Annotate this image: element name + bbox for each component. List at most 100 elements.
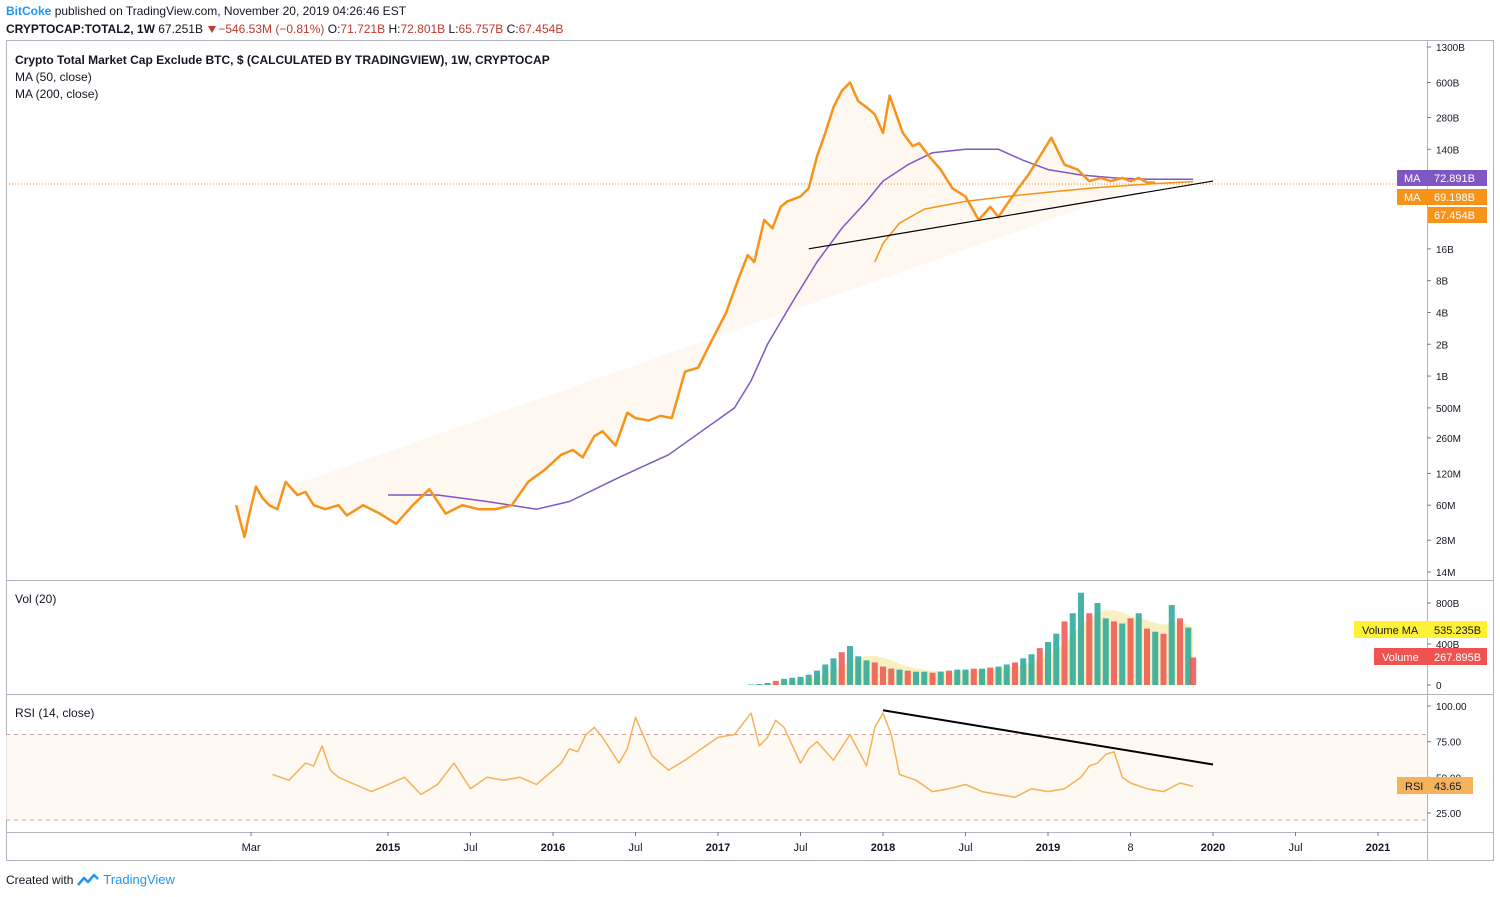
volume-bar bbox=[1095, 603, 1101, 685]
volume-bar bbox=[954, 670, 960, 685]
volume-bar bbox=[930, 673, 936, 685]
volume-bar bbox=[1086, 613, 1092, 685]
footer: Created with TradingView bbox=[6, 872, 175, 887]
volume-bar bbox=[1111, 621, 1117, 685]
volume-bar bbox=[814, 671, 820, 685]
price-axis-tick-label: 14M bbox=[1436, 568, 1455, 579]
time-axis-tick-label: 2019 bbox=[1036, 842, 1060, 854]
volume-bar bbox=[847, 646, 853, 685]
volume-bar bbox=[1144, 629, 1150, 685]
volume-bar bbox=[1053, 634, 1059, 685]
volume-bar bbox=[946, 671, 952, 685]
rsi-value-label: RSI bbox=[1405, 781, 1423, 793]
volume-bar bbox=[756, 684, 762, 685]
volume-bar bbox=[1078, 593, 1084, 685]
ma50-legend: MA (50, close) bbox=[15, 70, 92, 84]
volume-bar bbox=[1177, 618, 1183, 685]
ma200-legend: MA (200, close) bbox=[15, 87, 98, 101]
created-with-text: Created with bbox=[6, 873, 73, 887]
price-axis-tick-label: 600B bbox=[1436, 78, 1460, 89]
volume-bar bbox=[831, 658, 837, 685]
ma50-value-name: MA bbox=[1404, 173, 1421, 185]
chart-canvas[interactable]: 1300B600B280B140B16B8B4B2B1B500M260M120M… bbox=[0, 0, 1500, 897]
volume-ma-value: 535.235B bbox=[1434, 625, 1481, 637]
volume-pane: 800B 400B 0 bbox=[748, 593, 1460, 692]
volume-bar bbox=[1128, 618, 1134, 685]
volume-bar bbox=[798, 677, 804, 685]
volume-ma-label: Volume MA bbox=[1362, 625, 1419, 637]
rsi-band-fill bbox=[6, 735, 1427, 821]
price-axis-tick-label: 8B bbox=[1436, 277, 1449, 288]
price-axis-tick-label: 1B bbox=[1436, 372, 1449, 383]
volume-bar bbox=[822, 665, 828, 686]
volume-bar bbox=[1119, 624, 1125, 686]
volume-bar bbox=[1136, 613, 1142, 685]
volume-bar bbox=[864, 660, 870, 685]
volume-bar bbox=[880, 667, 886, 685]
volume-bar bbox=[971, 669, 977, 685]
volume-bar bbox=[765, 683, 771, 685]
rsi-title: RSI (14, close) bbox=[15, 706, 94, 720]
time-axis-tick-label: Jul bbox=[793, 842, 807, 854]
price-axis-tick-label: 280B bbox=[1436, 113, 1460, 124]
volume-bar bbox=[872, 662, 878, 685]
volume-bar bbox=[1103, 618, 1109, 685]
volume-bar bbox=[913, 672, 919, 685]
volume-bar bbox=[1029, 654, 1035, 685]
time-axis-tick-label: Mar bbox=[242, 842, 261, 854]
volume-bar bbox=[855, 656, 861, 685]
time-axis-tick-label: Jul bbox=[628, 842, 642, 854]
price-axis-tick-label: 1300B bbox=[1436, 43, 1465, 54]
price-axis-tick-label: 140B bbox=[1436, 145, 1460, 156]
volume-bar bbox=[987, 668, 993, 685]
volume-label: Volume bbox=[1382, 652, 1419, 664]
time-axis: Mar 2015 Jul 2016 Jul 2017 Jul 2018 Jul 2019 8 2020… bbox=[242, 832, 1391, 854]
volume-value: 267.895B bbox=[1434, 652, 1481, 664]
tradingview-brand-link[interactable]: TradingView bbox=[103, 872, 175, 887]
volume-axis-tick-label: 800B bbox=[1436, 599, 1460, 610]
price-axis-tick-label: 28M bbox=[1436, 536, 1455, 547]
rsi-axis-tick-label: 100.00 bbox=[1436, 702, 1467, 713]
volume-bar bbox=[1152, 632, 1158, 685]
volume-bar bbox=[781, 679, 787, 685]
tradingview-logo-icon bbox=[77, 873, 99, 887]
volume-bar bbox=[905, 671, 911, 685]
time-axis-tick-label: 2017 bbox=[706, 842, 730, 854]
volume-bar bbox=[938, 672, 944, 685]
volume-bar bbox=[963, 670, 969, 685]
price-axis-tick-label: 500M bbox=[1436, 404, 1461, 415]
time-axis-tick-label: 2018 bbox=[871, 842, 895, 854]
rsi-axis-tick-label: 75.00 bbox=[1436, 738, 1461, 749]
time-axis-tick-label: 2021 bbox=[1366, 842, 1390, 854]
rsi-value-text: 43.65 bbox=[1434, 781, 1462, 793]
ma200-value-name: MA bbox=[1404, 192, 1421, 204]
volume-bar bbox=[888, 669, 894, 685]
volume-bar bbox=[773, 681, 779, 685]
volume-bar bbox=[1004, 665, 1010, 686]
volume-bar bbox=[921, 672, 927, 685]
ma200-value-text: 69.198B bbox=[1434, 192, 1475, 204]
time-axis-tick-label: 2020 bbox=[1201, 842, 1225, 854]
volume-bar bbox=[1062, 621, 1068, 685]
volume-bar bbox=[806, 675, 812, 685]
volume-bar bbox=[1161, 634, 1167, 685]
volume-bar bbox=[1012, 662, 1018, 685]
volume-bar bbox=[839, 652, 845, 685]
price-title: Crypto Total Market Cap Exclude BTC, $ (… bbox=[15, 53, 550, 67]
price-area-fill bbox=[236, 83, 1155, 538]
volume-axis-tick-label: 0 bbox=[1436, 681, 1442, 692]
volume-bar bbox=[1020, 658, 1026, 685]
volume-bar bbox=[1045, 642, 1051, 685]
rsi-axis-tick-label: 25.00 bbox=[1436, 809, 1461, 820]
volume-bar bbox=[789, 678, 795, 685]
ma50-value-text: 72.891B bbox=[1434, 173, 1475, 185]
time-axis-tick-label: Jul bbox=[1288, 842, 1302, 854]
volume-bar bbox=[897, 670, 903, 685]
time-axis-tick-label: Jul bbox=[463, 842, 477, 854]
time-axis-tick-label: 8 bbox=[1127, 842, 1133, 854]
price-axis-tick-label: 60M bbox=[1436, 501, 1455, 512]
price-axis-tick-label: 4B bbox=[1436, 308, 1449, 319]
price-axis-tick-label: 16B bbox=[1436, 245, 1454, 256]
time-axis-tick-label: Jul bbox=[958, 842, 972, 854]
price-axis-tick-label: 120M bbox=[1436, 469, 1461, 480]
